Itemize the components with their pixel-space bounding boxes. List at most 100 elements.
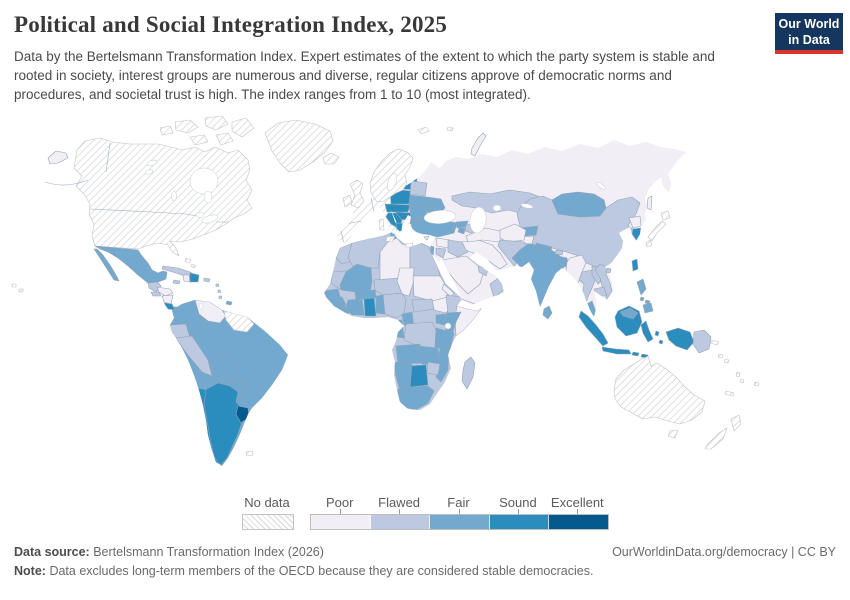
country-indonesia-west-papua[interactable]: [665, 327, 695, 351]
country-australia[interactable]: [613, 355, 706, 425]
country-nicaragua[interactable]: [161, 294, 174, 305]
country-uruguay[interactable]: [235, 405, 250, 424]
country-sakhalin[interactable]: [646, 195, 653, 211]
owid-logo[interactable]: Our World in Data: [775, 13, 843, 54]
country-somalia[interactable]: [454, 305, 482, 337]
country-tasmania[interactable]: [667, 429, 679, 439]
country-honduras[interactable]: [156, 286, 174, 297]
country-mexico[interactable]: [94, 245, 168, 284]
country-costa-rica[interactable]: [163, 302, 176, 311]
country-philippines-luzon[interactable]: [636, 278, 647, 296]
country-canadian-arctic-3[interactable]: [204, 115, 229, 131]
country-chad[interactable]: [396, 267, 415, 297]
country-lesser-antilles[interactable]: [215, 283, 222, 299]
country-canadian-arctic-6[interactable]: [215, 132, 234, 146]
country-trinidad[interactable]: [225, 300, 233, 306]
country-jamaica[interactable]: [172, 279, 181, 285]
country-malaysia-borneo[interactable]: [619, 307, 639, 320]
country-united-kingdom[interactable]: [349, 179, 365, 209]
owid-credit-link[interactable]: OurWorldinData.org/democracy | CC BY: [612, 545, 836, 559]
country-uganda[interactable]: [435, 313, 447, 326]
country-iran[interactable]: [461, 239, 508, 270]
country-bahamas[interactable]: [184, 257, 197, 269]
country-moldova[interactable]: [425, 201, 434, 212]
data-source-label: Data source:: [14, 545, 90, 559]
country-south-africa[interactable]: [396, 385, 435, 410]
country-north-korea[interactable]: [628, 215, 642, 229]
country-gabon-congo[interactable]: [385, 319, 405, 339]
country-madagascar[interactable]: [461, 356, 476, 390]
country-canadian-arctic-5[interactable]: [189, 134, 209, 146]
country-sicily[interactable]: [385, 235, 396, 243]
country-zimbabwe[interactable]: [426, 361, 441, 376]
country-new-zealand-south[interactable]: [704, 427, 728, 450]
country-ireland[interactable]: [342, 194, 353, 208]
country-japan-honshu[interactable]: [647, 220, 667, 242]
country-albania[interactable]: [395, 222, 404, 232]
country-chukotka-wrap[interactable]: [47, 150, 69, 165]
country-jordan[interactable]: [435, 247, 447, 259]
country-mali[interactable]: [339, 263, 373, 293]
country-el-salvador[interactable]: [150, 291, 162, 297]
country-taiwan[interactable]: [631, 258, 639, 272]
country-dominican-republic[interactable]: [189, 272, 200, 283]
country-sardinia[interactable]: [378, 218, 385, 231]
country-japan-hokkaido[interactable]: [660, 210, 671, 221]
country-cyprus[interactable]: [423, 235, 430, 241]
country-crete[interactable]: [404, 242, 414, 248]
country-hainan[interactable]: [605, 267, 612, 274]
country-bolivia[interactable]: [207, 354, 241, 383]
country-car[interactable]: [411, 298, 435, 313]
country-nepal[interactable]: [535, 242, 553, 254]
country-japan-kyushu[interactable]: [645, 239, 653, 248]
country-haiti[interactable]: [182, 274, 191, 283]
legend-swatch-sound[interactable]: [489, 515, 550, 529]
country-bhutan[interactable]: [554, 249, 564, 256]
country-indonesia-sulawesi[interactable]: [640, 320, 654, 343]
country-ghana[interactable]: [363, 296, 377, 317]
country-mongolia[interactable]: [551, 191, 607, 218]
legend-label-flawed: Flawed: [378, 495, 421, 510]
data-source-text: Bertelsmann Transformation Index (2026): [93, 545, 324, 559]
country-canada-usa[interactable]: [73, 137, 253, 257]
country-philippines-mindanao[interactable]: [642, 302, 654, 314]
country-pacific-islands[interactable]: [709, 339, 760, 397]
country-iceland[interactable]: [322, 152, 340, 165]
legend-swatch-poor[interactable]: [311, 515, 371, 529]
legend-swatch-excellent[interactable]: [549, 515, 608, 529]
country-armenia[interactable]: [457, 227, 466, 235]
country-new-zealand-north[interactable]: [730, 414, 742, 432]
country-saudi-arabia[interactable]: [441, 255, 485, 295]
legend-label-poor: Poor: [325, 495, 354, 510]
country-czechia-slovakia[interactable]: [384, 203, 411, 213]
legend-no-data-swatch[interactable]: [242, 514, 294, 530]
country-peru[interactable]: [175, 335, 213, 377]
country-indonesia-sumatra[interactable]: [578, 310, 609, 347]
country-guyanas[interactable]: [223, 310, 255, 333]
country-puerto-rico[interactable]: [203, 277, 211, 283]
country-novaya-zemlya[interactable]: [470, 132, 487, 157]
country-hawaii[interactable]: [11, 283, 24, 293]
country-canadian-arctic-4[interactable]: [231, 117, 255, 138]
country-philippines-visayas[interactable]: [639, 296, 651, 305]
country-canadian-arctic-1[interactable]: [159, 125, 174, 136]
country-south-korea[interactable]: [631, 227, 644, 242]
country-indonesia-java[interactable]: [601, 346, 632, 355]
country-afghanistan[interactable]: [499, 223, 527, 243]
country-mexico-baja[interactable]: [93, 248, 120, 282]
country-falklands[interactable]: [245, 450, 254, 457]
country-belarus[interactable]: [409, 180, 428, 197]
legend-label-sound: Sound: [499, 495, 537, 510]
country-burkina-faso[interactable]: [354, 289, 377, 301]
legend-swatch-fair[interactable]: [430, 515, 490, 529]
legend-swatch-flawed[interactable]: [370, 515, 431, 529]
country-papua-new-guinea[interactable]: [692, 329, 712, 354]
country-svalbard[interactable]: [417, 126, 454, 135]
country-indonesia-maluku[interactable]: [654, 330, 664, 345]
country-malawi-mozambique[interactable]: [435, 345, 450, 383]
country-sri-lanka[interactable]: [542, 305, 553, 320]
country-canadian-arctic-2[interactable]: [174, 119, 199, 134]
country-greenland[interactable]: [264, 119, 334, 173]
